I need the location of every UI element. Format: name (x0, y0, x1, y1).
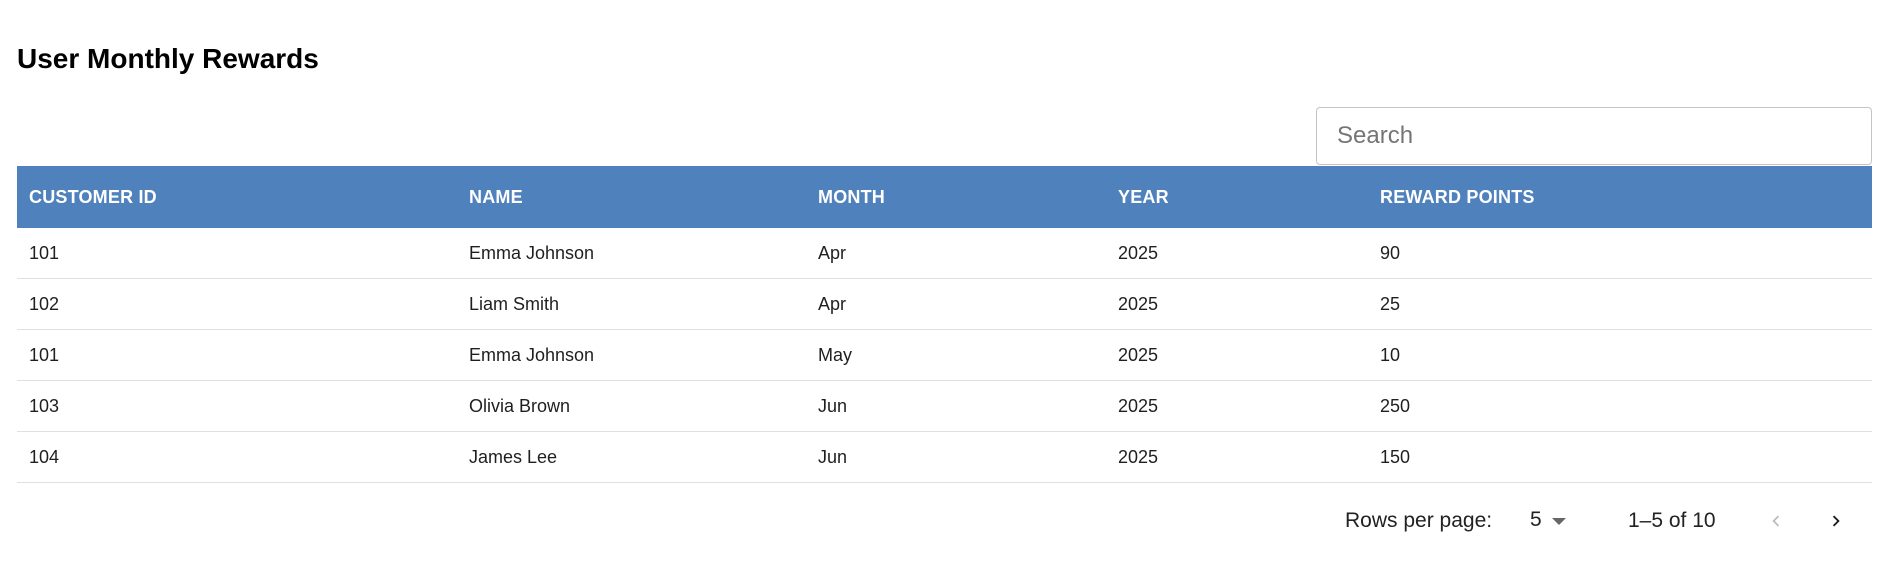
table-row[interactable]: 101 Emma Johnson Apr 2025 90 (17, 228, 1872, 279)
cell-customer-id: 102 (29, 294, 60, 314)
cell-name: Emma Johnson (469, 243, 595, 263)
cell-reward-points: 90 (1380, 243, 1401, 263)
cell-year: 2025 (1118, 396, 1159, 416)
cell-month: Apr (818, 243, 847, 263)
chevron-right-icon (1832, 515, 1840, 527)
cell-customer-id: 104 (29, 447, 60, 467)
previous-page-button[interactable] (1758, 503, 1794, 539)
column-header-reward-points[interactable]: REWARD POINTS (1380, 187, 1535, 207)
column-header-year[interactable]: YEAR (1118, 187, 1169, 207)
cell-year: 2025 (1118, 243, 1159, 263)
table-header: CUSTOMER ID NAME MONTH YEAR REWARD POINT… (17, 166, 1872, 228)
pagination-range: 1–5 of 10 (1628, 509, 1716, 532)
rows-per-page-select[interactable]: 5 (1530, 505, 1566, 535)
cell-customer-id: 101 (29, 243, 60, 263)
cell-name: Olivia Brown (469, 396, 571, 416)
cell-year: 2025 (1118, 345, 1159, 365)
search-input[interactable] (1317, 108, 1871, 164)
cell-customer-id: 101 (29, 345, 60, 365)
cell-year: 2025 (1118, 447, 1159, 467)
table-row[interactable]: 104 James Lee Jun 2025 150 (17, 432, 1872, 483)
table-row[interactable]: 101 Emma Johnson May 2025 10 (17, 330, 1872, 381)
column-header-name[interactable]: NAME (469, 187, 523, 207)
next-page-button[interactable] (1818, 503, 1854, 539)
table-row[interactable]: 103 Olivia Brown Jun 2025 250 (17, 381, 1872, 432)
column-header-customer-id[interactable]: CUSTOMER ID (29, 187, 157, 207)
chevron-left-icon (1772, 515, 1780, 527)
column-header-month[interactable]: MONTH (818, 187, 885, 207)
cell-name: Liam Smith (469, 294, 560, 314)
cell-reward-points: 10 (1380, 345, 1401, 365)
cell-customer-id: 103 (29, 396, 60, 416)
cell-year: 2025 (1118, 294, 1159, 314)
cell-month: May (818, 345, 853, 365)
rewards-table: CUSTOMER ID NAME MONTH YEAR REWARD POINT… (17, 166, 1872, 483)
cell-reward-points: 250 (1380, 396, 1411, 416)
cell-month: Apr (818, 294, 847, 314)
cell-month: Jun (818, 447, 848, 467)
rows-per-page-value: 5 (1530, 508, 1542, 531)
caret-down-icon (1551, 518, 1566, 525)
rows-per-page-label: Rows per page: (1345, 509, 1493, 532)
cell-reward-points: 150 (1380, 447, 1411, 467)
cell-reward-points: 25 (1380, 294, 1401, 314)
table-row[interactable]: 102 Liam Smith Apr 2025 25 (17, 279, 1872, 330)
page-title: User Monthly Rewards (17, 43, 319, 74)
cell-name: Emma Johnson (469, 345, 595, 365)
search-field[interactable] (1316, 107, 1872, 165)
cell-name: James Lee (469, 447, 558, 467)
cell-month: Jun (818, 396, 848, 416)
table-pagination: Rows per page: 5 1–5 of 10 (0, 503, 1890, 539)
